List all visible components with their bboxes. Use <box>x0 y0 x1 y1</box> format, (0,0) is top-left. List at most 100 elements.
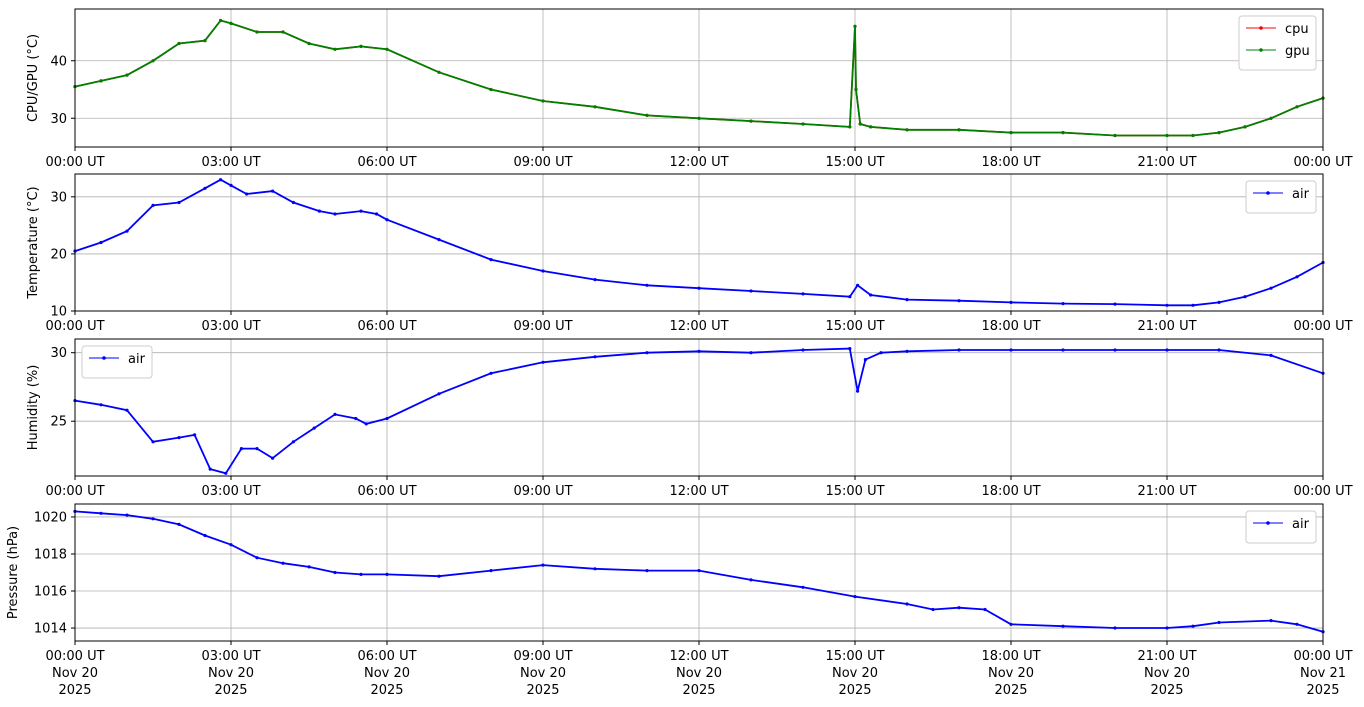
x-tick-label: 00:00 UT <box>45 649 104 664</box>
x-date-label: Nov 20 <box>832 666 878 681</box>
data-point-air <box>645 283 649 287</box>
data-point-air <box>489 371 493 375</box>
y-tick-label: 40 <box>50 54 67 69</box>
data-point-air <box>489 258 493 262</box>
y-tick-label: 30 <box>50 112 67 127</box>
data-point-air <box>593 567 597 571</box>
data-point-gpu <box>1191 133 1195 138</box>
legend: air <box>1245 180 1317 214</box>
data-point-gpu <box>1217 131 1221 135</box>
data-point-air <box>1295 622 1299 626</box>
data-point-air <box>1191 303 1195 307</box>
x-tick-label: 00:00 UT <box>1293 319 1352 334</box>
legend: cpu gpu <box>1238 15 1317 71</box>
data-point-air <box>489 569 493 573</box>
data-point-air <box>863 358 868 362</box>
data-point-air <box>255 447 259 451</box>
data-point-gpu <box>255 30 259 34</box>
data-point-gpu <box>385 47 389 51</box>
data-point-air <box>312 426 316 430</box>
legend-label-air: air <box>1292 187 1310 202</box>
x-tick-label: 12:00 UT <box>669 319 728 334</box>
data-point-air <box>856 283 860 287</box>
data-point-gpu <box>1269 116 1273 120</box>
data-point-air <box>957 299 961 303</box>
x-tick-label: 06:00 UT <box>357 155 416 170</box>
data-point-gpu <box>848 125 852 129</box>
data-point-air <box>224 471 228 475</box>
data-point-air <box>1009 622 1013 626</box>
data-point-air <box>983 607 987 612</box>
x-tick-label: 15:00 UT <box>825 319 884 334</box>
data-point-air <box>541 360 545 364</box>
data-point-gpu <box>281 30 285 34</box>
data-point-gpu <box>203 39 207 43</box>
x-year-label: 2025 <box>58 683 91 698</box>
legend-label-air: air <box>1292 517 1310 532</box>
data-point-air <box>541 563 545 567</box>
x-tick-label: 09:00 UT <box>513 155 572 170</box>
data-point-air <box>593 355 597 359</box>
data-point-air <box>1165 626 1169 630</box>
x-year-label: 2025 <box>994 683 1027 698</box>
data-point-gpu <box>333 47 337 51</box>
legend-marker-air <box>1266 191 1270 195</box>
x-tick-label: 18:00 UT <box>981 649 1040 664</box>
x-tick-label: 06:00 UT <box>357 319 416 334</box>
data-point-air <box>99 511 103 515</box>
x-tick-label: 03:00 UT <box>201 155 260 170</box>
x-year-label: 2025 <box>1150 683 1183 698</box>
data-point-air <box>333 570 337 575</box>
data-point-air <box>801 292 805 296</box>
data-point-air <box>151 203 155 207</box>
data-point-air <box>1217 348 1221 352</box>
data-point-air <box>869 293 873 297</box>
y-axis-label: CPU/GPU (°C) <box>26 34 41 122</box>
legend: air <box>81 345 153 379</box>
data-point-gpu <box>1243 125 1247 129</box>
data-point-air <box>801 348 805 352</box>
data-point-air <box>385 416 389 421</box>
data-point-gpu <box>905 128 909 132</box>
panel-1: 30 40 00:00 UT 03:00 UT 06:00 UT 09:00 UT 12:0… <box>26 8 1353 170</box>
x-date-label: Nov 20 <box>364 666 410 681</box>
data-point-air <box>151 517 155 521</box>
data-point-air <box>931 607 935 612</box>
data-point-air <box>1165 303 1169 307</box>
data-point-air <box>229 543 233 547</box>
data-point-air <box>359 209 363 213</box>
data-point-air <box>1191 624 1195 628</box>
data-point-air <box>177 436 181 440</box>
y-tick-label: 20 <box>50 247 67 262</box>
x-tick-label: 21:00 UT <box>1137 319 1196 334</box>
x-tick-label: 03:00 UT <box>201 649 260 664</box>
data-point-air <box>354 416 358 421</box>
data-point-air <box>177 522 181 527</box>
data-point-air <box>1165 348 1169 352</box>
x-tick-label: 12:00 UT <box>669 484 728 499</box>
data-point-air <box>333 212 337 216</box>
data-point-air <box>208 467 212 471</box>
x-date-label: Nov 21 <box>1300 666 1346 681</box>
data-point-gpu <box>151 59 155 63</box>
y-tick-label: 30 <box>50 190 67 205</box>
x-tick-label: 18:00 UT <box>981 155 1040 170</box>
data-point-air <box>1217 300 1221 304</box>
data-point-air <box>1113 302 1117 306</box>
data-point-air <box>385 572 389 577</box>
data-point-air <box>697 569 701 573</box>
data-point-air <box>219 178 223 182</box>
data-point-air <box>905 602 909 606</box>
x-tick-label: 21:00 UT <box>1137 649 1196 664</box>
data-point-air <box>255 556 259 560</box>
x-date-label: Nov 20 <box>52 666 98 681</box>
data-point-gpu <box>229 21 233 25</box>
data-point-air <box>177 200 181 205</box>
data-point-air <box>437 238 441 242</box>
y-tick-label: 1018 <box>34 547 67 562</box>
x-year-label: 2025 <box>214 683 247 698</box>
y-tick-label: 1020 <box>34 510 67 525</box>
data-point-air <box>1269 619 1273 623</box>
x-date-label: Nov 20 <box>988 666 1034 681</box>
